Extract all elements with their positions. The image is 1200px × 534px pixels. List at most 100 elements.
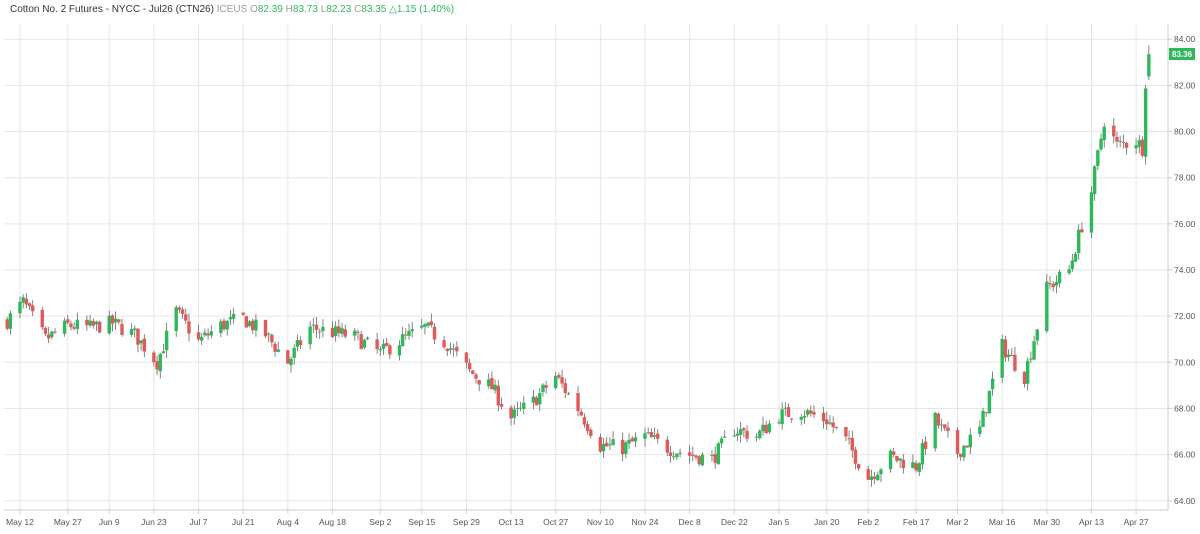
candle-body <box>649 431 654 438</box>
candle-body <box>895 455 899 462</box>
candle-body <box>18 301 22 314</box>
candle-body <box>1118 140 1122 142</box>
candle-body <box>139 340 143 344</box>
candles <box>5 45 1151 487</box>
candle-body <box>314 324 319 331</box>
candle-body <box>142 338 147 352</box>
candle-body <box>914 463 918 471</box>
candle-body <box>1096 150 1100 166</box>
candle-body <box>652 435 657 437</box>
candle-body <box>518 407 523 409</box>
last-price-badge <box>1169 48 1195 60</box>
candle-body <box>866 469 870 480</box>
candle-body <box>831 422 835 428</box>
x-tick-label: Oct 27 <box>543 517 568 527</box>
low-value: 82.23 <box>326 4 352 15</box>
candle-body <box>378 349 383 351</box>
candle-body <box>557 374 561 378</box>
candle-body <box>522 402 526 409</box>
candle-body <box>531 396 536 403</box>
x-tick-label: Aug 4 <box>277 517 299 527</box>
candle-body <box>375 339 379 350</box>
candle-body <box>426 322 430 326</box>
candle-body <box>75 319 80 329</box>
candle-body <box>1032 341 1036 360</box>
candle-body <box>713 453 717 463</box>
candle-body <box>27 303 32 307</box>
candle-body <box>133 328 137 330</box>
candle-body <box>1013 354 1017 371</box>
candle-body <box>164 330 169 351</box>
x-tick-label: Feb 17 <box>903 517 930 527</box>
x-tick-label: Sep 2 <box>369 517 391 527</box>
candle-body <box>611 439 615 446</box>
candle-body <box>700 454 705 466</box>
open-label: O <box>250 4 258 15</box>
candle-body <box>330 327 335 338</box>
candle-body <box>333 326 338 337</box>
candle-body <box>987 390 992 414</box>
candle-body <box>853 449 858 464</box>
candle-body <box>161 351 166 354</box>
candle-body <box>254 319 258 331</box>
candle-body <box>735 433 740 436</box>
candle-body <box>665 439 670 453</box>
candle-body <box>624 442 628 454</box>
candle-body <box>276 349 280 352</box>
candle-body <box>477 380 481 385</box>
candle-body <box>388 345 392 355</box>
candle-body <box>585 424 590 431</box>
candle-body <box>901 459 906 469</box>
candle-body <box>825 419 829 425</box>
y-tick-label: 66.00 <box>1174 450 1196 460</box>
candle-body <box>273 343 277 352</box>
candle-body <box>85 319 89 326</box>
candle-body <box>876 474 880 481</box>
candle-body <box>266 333 271 335</box>
candle-body <box>286 350 290 364</box>
candle-body <box>91 321 95 326</box>
candle-body <box>608 444 612 446</box>
candle-body <box>1115 137 1119 142</box>
candle-body <box>222 320 226 330</box>
candle-body <box>384 342 389 346</box>
candle-body <box>1112 125 1116 137</box>
candle-body <box>1070 260 1075 269</box>
candle-body <box>723 436 727 438</box>
candle-body <box>464 352 469 363</box>
candle-body <box>200 336 204 341</box>
exchange-name: ICEUS <box>216 4 248 15</box>
candle-body <box>598 437 603 452</box>
open-value: 82.39 <box>257 4 283 15</box>
candle-body <box>219 321 223 333</box>
candle-body <box>579 411 583 416</box>
candle-body <box>630 438 634 442</box>
candle-body <box>809 410 813 414</box>
x-tick-label: May 12 <box>6 517 34 527</box>
x-tick-label: Mar 2 <box>947 517 969 527</box>
candle-body <box>560 377 564 384</box>
candle-body <box>544 385 548 388</box>
candle-body <box>691 454 695 456</box>
candle-body <box>337 326 341 334</box>
x-tick-label: Jun 23 <box>141 517 167 527</box>
candle-body <box>177 307 182 310</box>
candle-body <box>984 412 988 414</box>
candle-body <box>534 397 539 406</box>
candle-body <box>496 385 501 406</box>
candle-body <box>627 439 631 444</box>
change-value: △1.15 (1.40%) <box>389 4 455 15</box>
candle-body <box>738 429 743 435</box>
y-tick-label: 76.00 <box>1174 219 1196 229</box>
x-tick-label: Jan 5 <box>769 517 790 527</box>
candle-body <box>911 462 915 468</box>
candle-body <box>231 314 236 319</box>
last-price-label: 83.36 <box>1172 50 1193 59</box>
candle-body <box>203 332 207 336</box>
candle-body <box>844 427 848 437</box>
candle-body <box>541 384 545 392</box>
candle-body <box>88 320 92 326</box>
candle-body <box>601 443 606 452</box>
candle-body <box>872 476 877 479</box>
